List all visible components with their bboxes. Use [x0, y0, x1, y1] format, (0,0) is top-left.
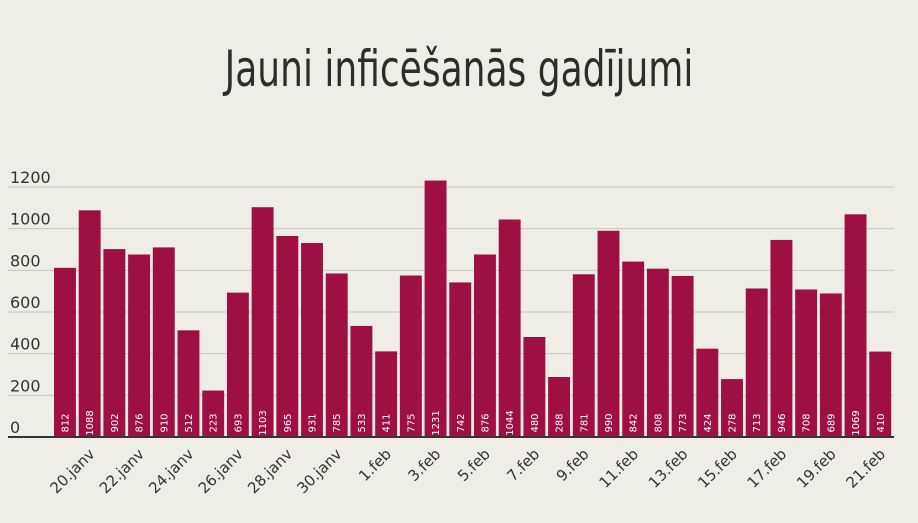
bar-value-label: 931: [308, 413, 319, 432]
x-tick-label: 21.feb: [842, 445, 889, 492]
bar: [375, 351, 398, 437]
bar-value-label: 785: [332, 413, 343, 432]
bar: [449, 282, 472, 437]
bar: [819, 293, 842, 437]
bar-value-label: 411: [382, 413, 393, 432]
bar-value-label: 278: [728, 413, 739, 432]
bar-value-label: 781: [579, 413, 590, 432]
bar-value-label: 1069: [851, 410, 862, 435]
x-tick-label: 20.janv: [46, 445, 98, 497]
bar: [128, 254, 151, 437]
y-tick-label: 200: [10, 376, 41, 395]
bar: [325, 273, 348, 437]
x-tick-label: 13.feb: [645, 445, 692, 492]
bar: [301, 243, 323, 437]
bar: [251, 207, 274, 437]
bar-value-label: 512: [184, 413, 195, 432]
bar-value-label: 1044: [505, 410, 516, 435]
x-tick-label: 28.janv: [244, 445, 296, 497]
bar-value-label: 876: [480, 413, 491, 432]
bar: [54, 267, 76, 437]
bar: [597, 230, 620, 437]
bar: [696, 348, 719, 437]
bar-value-label: 288: [555, 413, 566, 432]
bar-value-label: 842: [629, 413, 640, 432]
bar-value-label: 1088: [85, 410, 96, 435]
y-tick-label: 0: [10, 418, 20, 437]
bar: [721, 379, 743, 437]
bar-value-label: 424: [703, 413, 714, 432]
bar: [572, 274, 595, 437]
x-tick-label: 19.feb: [793, 445, 840, 492]
y-tick-label: 1000: [10, 210, 51, 229]
bar: [671, 275, 694, 437]
bar: [474, 254, 496, 437]
bar: [177, 330, 200, 437]
bar: [202, 390, 225, 437]
bar: [523, 337, 546, 437]
bar-value-label: 910: [159, 413, 170, 432]
x-tick-label: 22.janv: [96, 445, 148, 497]
y-tick-label: 400: [10, 335, 41, 354]
y-axis-ticks: 0 200 400 600 800 1000 1200: [10, 168, 51, 437]
x-tick-label: 24.janv: [145, 445, 197, 497]
bar-value-label: 533: [357, 413, 368, 432]
x-tick-label: 7.feb: [503, 445, 543, 485]
y-tick-label: 1200: [10, 168, 51, 187]
bar-value-label: 965: [283, 413, 294, 432]
bar-value-label: 689: [826, 413, 837, 432]
x-tick-label: 9.feb: [553, 445, 593, 485]
bar-value-label: 773: [678, 413, 689, 432]
bar-value-label: 902: [110, 413, 121, 432]
bar-value-label: 1103: [258, 410, 269, 435]
bar: [399, 275, 422, 437]
x-tick-label: 5.feb: [454, 445, 494, 485]
bar: [795, 289, 818, 437]
x-tick-label: 11.feb: [595, 445, 642, 492]
bar-value-label: 708: [802, 413, 813, 432]
bar-value-label: 812: [60, 413, 71, 432]
x-tick-label: 26.janv: [195, 445, 247, 497]
bar: [844, 214, 867, 437]
bar: [424, 180, 447, 438]
bar-value-label: 713: [752, 413, 763, 432]
x-tick-label: 1.feb: [355, 445, 395, 485]
bar-value-label: 693: [233, 413, 244, 432]
bar-value-label: 876: [135, 413, 146, 432]
bar-value-label: 742: [456, 413, 467, 432]
bar: [350, 325, 373, 437]
bar-value-label: 1231: [431, 410, 442, 435]
bar-value-label: 480: [530, 413, 541, 432]
y-tick-label: 800: [10, 251, 41, 270]
bar-value-label: 223: [209, 413, 220, 432]
bars: [54, 180, 892, 438]
x-axis-ticks: 20.janv22.janv24.janv26.janv28.janv30.ja…: [46, 445, 889, 497]
bar-value-label: 990: [604, 413, 615, 432]
bar: [498, 219, 521, 437]
bar: [152, 247, 175, 437]
bar-value-label: 946: [777, 413, 788, 432]
y-tick-label: 600: [10, 293, 41, 312]
x-tick-label: 30.janv: [293, 445, 345, 497]
bar: [78, 210, 101, 437]
bar: [548, 377, 571, 437]
bar: [622, 261, 645, 437]
bar: [226, 292, 249, 437]
bar: [103, 249, 126, 437]
x-tick-label: 17.feb: [744, 445, 791, 492]
bar: [869, 351, 892, 437]
bar: [276, 235, 299, 437]
x-tick-label: 3.feb: [405, 445, 445, 485]
bar-value-label: 808: [653, 413, 664, 432]
x-tick-label: 15.feb: [694, 445, 741, 492]
bar-value-label: 775: [406, 413, 417, 432]
bar-value-labels: 812 1088 902 876 910 512 223 693 1103 965 931 785 53…: [60, 410, 886, 435]
bar-value-label: 410: [876, 413, 887, 432]
bar: [770, 239, 793, 437]
bar: [646, 268, 669, 437]
chart-title: Jauni inficēšanās gadījumi: [224, 40, 694, 98]
bar: [745, 288, 768, 437]
